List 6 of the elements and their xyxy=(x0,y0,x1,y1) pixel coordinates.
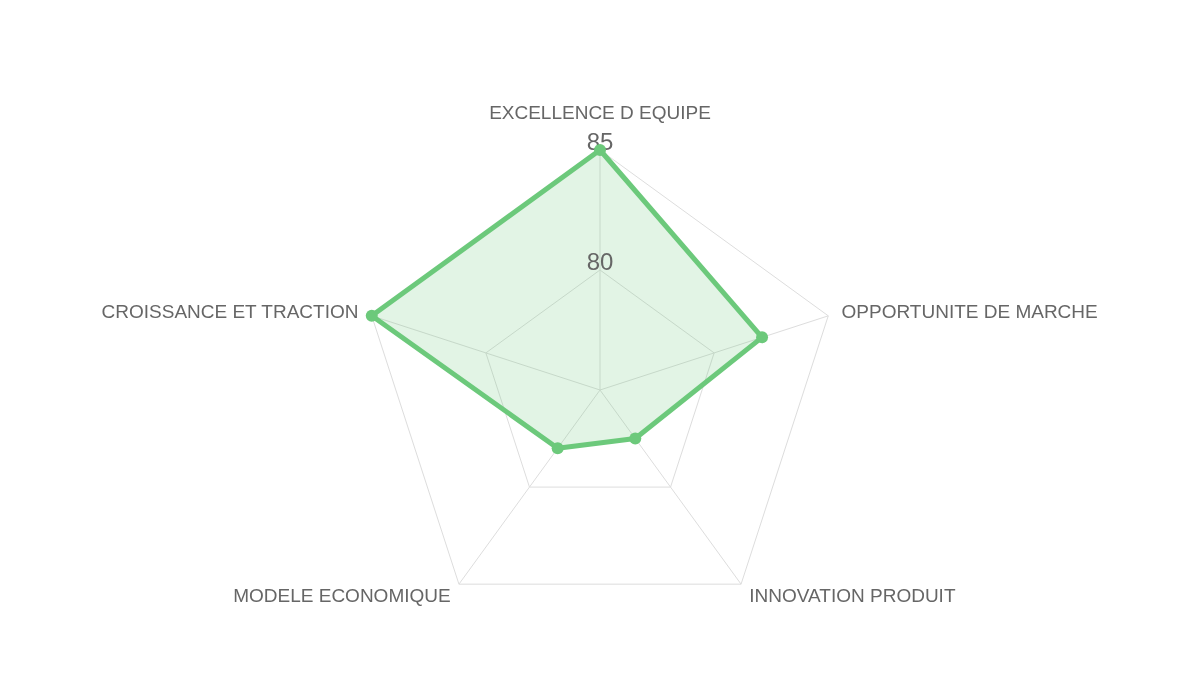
spoke-label: INNOVATION PRODUIT xyxy=(749,584,956,606)
spoke-label: CROISSANCE ET TRACTION xyxy=(101,301,359,323)
spoke-label: OPPORTUNITE DE MARCHE xyxy=(841,301,1098,323)
y-tick-label: 80 xyxy=(586,248,614,275)
spoke-label: EXCELLENCE D EQUIPE xyxy=(489,101,711,123)
spoke-label: MODELE ECONOMIQUE xyxy=(233,584,451,606)
